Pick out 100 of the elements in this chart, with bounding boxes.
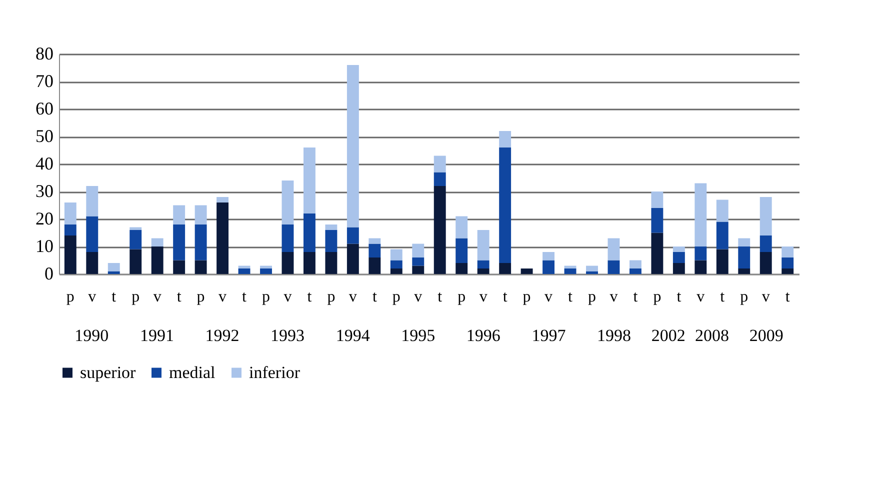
bar — [456, 216, 468, 238]
text: 2002 — [651, 326, 686, 345]
bar — [456, 263, 468, 274]
bar — [738, 246, 750, 268]
bar — [672, 252, 685, 263]
legend-label: superior — [80, 362, 136, 382]
bar — [173, 205, 186, 224]
x-tick-label: v — [153, 288, 162, 306]
bar — [564, 268, 576, 274]
bar — [86, 252, 98, 274]
x-tick-label: p — [66, 288, 74, 306]
y-tick-label: 50 — [36, 126, 54, 146]
x-tick-label: t — [785, 288, 790, 306]
bar — [716, 200, 728, 222]
text: 1994 — [336, 326, 370, 345]
bar — [238, 268, 250, 274]
x-tick-label: t — [307, 288, 312, 306]
y-tick-label: 10 — [36, 236, 54, 256]
x-tick-label: v — [414, 288, 422, 306]
x-tick-label: v — [762, 288, 770, 306]
bar — [390, 260, 402, 268]
x-tick-label: v — [479, 288, 488, 306]
bar — [325, 230, 338, 252]
bar — [151, 246, 164, 274]
bar — [782, 268, 794, 274]
bar — [434, 186, 446, 274]
bar — [86, 216, 98, 252]
y-tick-label: 30 — [36, 181, 54, 201]
bar — [412, 266, 424, 274]
text: 1992 — [205, 326, 240, 345]
bar — [608, 238, 620, 260]
bar — [346, 244, 359, 274]
bar — [672, 263, 685, 274]
x-tick-label: t — [438, 288, 443, 306]
bar — [651, 232, 664, 274]
bar — [477, 268, 490, 274]
bar — [282, 180, 294, 224]
bar — [282, 252, 294, 274]
bar — [325, 224, 338, 230]
x-tick-label: v — [284, 288, 292, 306]
x-tick-label: v — [696, 288, 705, 306]
bar — [368, 238, 381, 244]
bar — [194, 224, 207, 260]
text: 1991 — [140, 326, 174, 345]
bar — [173, 224, 186, 260]
bar — [760, 252, 772, 274]
x-tick-label: t — [176, 288, 182, 306]
bar — [738, 268, 750, 274]
bar — [346, 65, 359, 228]
x-tick-label: p — [740, 288, 748, 306]
bar — [390, 268, 402, 274]
bar — [499, 148, 512, 263]
bar — [499, 263, 512, 274]
bar — [260, 266, 272, 268]
bar — [151, 238, 164, 246]
x-tick-label: p — [522, 288, 531, 306]
bar — [434, 156, 446, 172]
bar — [130, 249, 142, 274]
bar — [173, 260, 186, 274]
bar — [346, 227, 359, 244]
bar — [694, 260, 707, 274]
x-tick-label: t — [676, 288, 682, 306]
x-tick-label: p — [132, 288, 140, 306]
x-tick-label: t — [372, 288, 378, 306]
bar — [608, 260, 620, 274]
bar — [716, 222, 728, 250]
bar — [412, 258, 424, 266]
bar — [86, 186, 98, 216]
bar — [782, 246, 794, 258]
y-tick-label: 60 — [36, 98, 54, 118]
bar — [629, 260, 642, 268]
x-tick-label: v — [544, 288, 553, 306]
y-tick-label: 80 — [36, 44, 54, 64]
bar — [434, 172, 446, 186]
bar — [64, 202, 76, 224]
x-tick-label: t — [242, 288, 248, 306]
bar — [368, 244, 381, 258]
text: 1998 — [597, 326, 631, 345]
bar — [64, 236, 76, 274]
bar — [672, 246, 685, 252]
x-tick-label: p — [196, 288, 205, 306]
bar — [325, 252, 338, 274]
x-tick-label: t — [568, 288, 574, 306]
bar — [412, 244, 424, 258]
x-tick-label: v — [610, 288, 618, 306]
y-tick-label: 40 — [36, 154, 54, 174]
x-tick-label: p — [392, 288, 400, 306]
bar — [456, 238, 468, 263]
bar — [477, 230, 490, 260]
bar — [694, 183, 707, 246]
bar — [738, 238, 750, 246]
bar — [303, 214, 316, 252]
bar — [108, 263, 120, 272]
bar — [216, 197, 229, 202]
text: 1996 — [466, 326, 500, 345]
text: 2009 — [749, 326, 784, 345]
text: 2008 — [694, 326, 729, 345]
y-tick-label: 0 — [44, 264, 54, 284]
x-tick-label: t — [720, 288, 726, 306]
bar — [130, 230, 142, 250]
